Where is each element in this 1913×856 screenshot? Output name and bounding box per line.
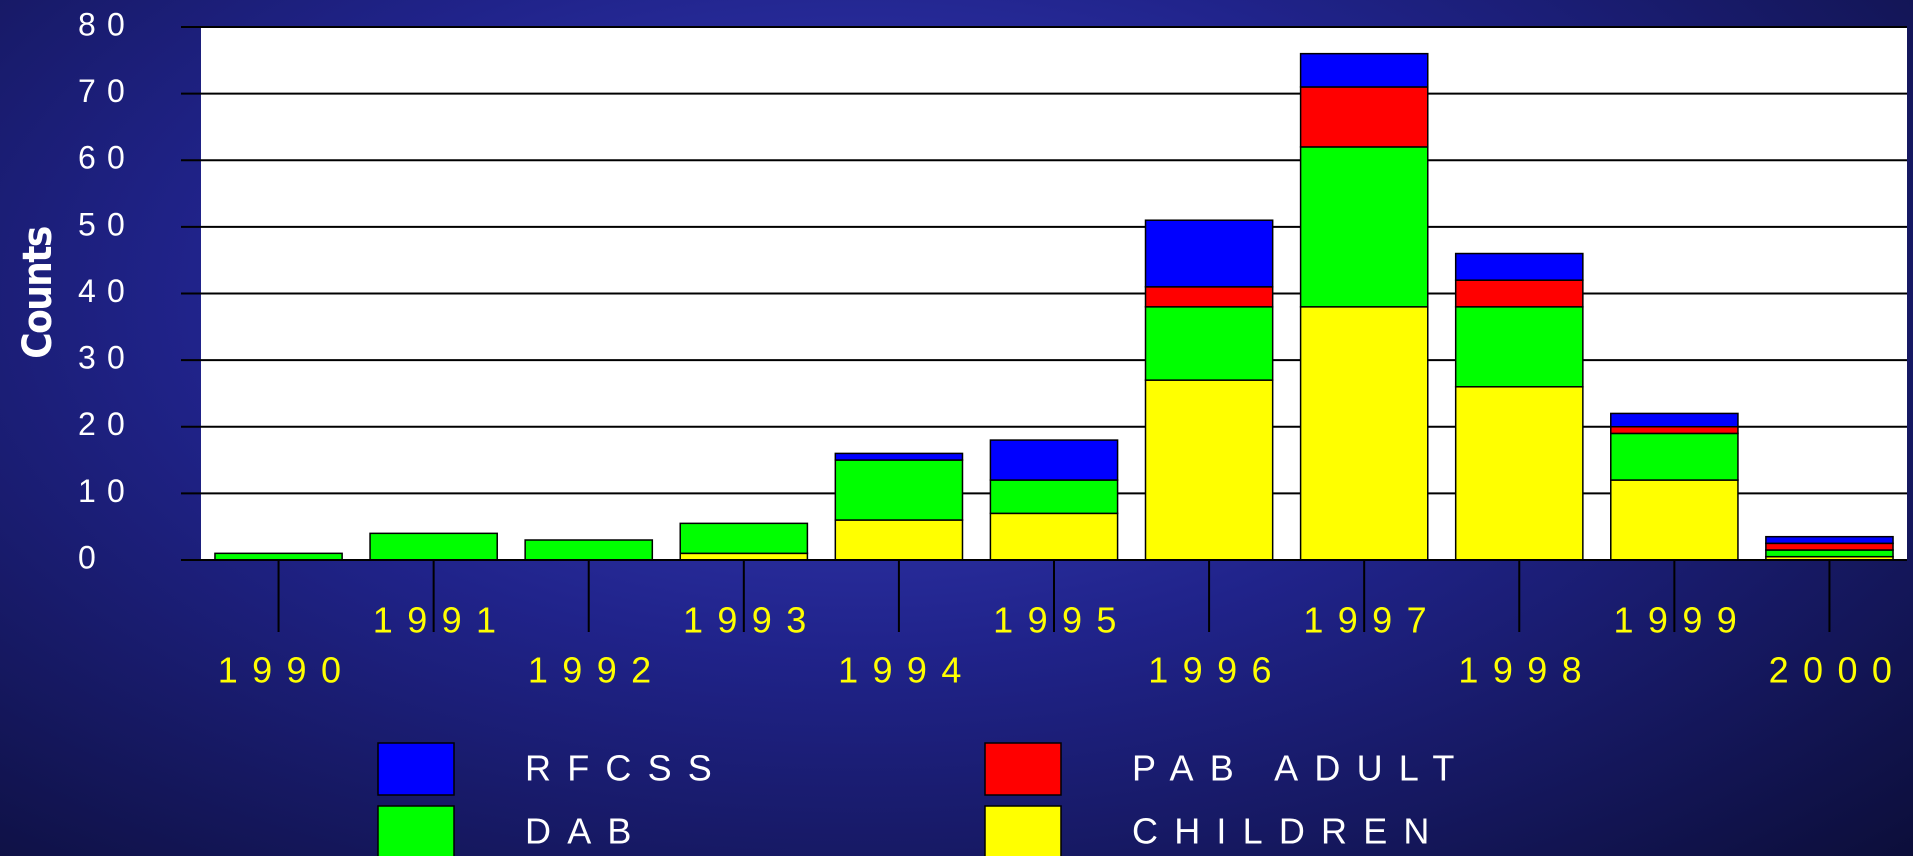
bar-segment <box>1610 432 1739 481</box>
x-tick-label: 1999 <box>1614 600 1752 641</box>
legend-label: RFCSS <box>525 748 728 789</box>
bar-segment <box>989 439 1119 481</box>
bar-segment <box>1765 542 1894 551</box>
y-tick-label: 70 <box>78 73 136 109</box>
y-tick-label: 10 <box>78 473 136 509</box>
legend-swatch <box>377 742 455 796</box>
bar-segment <box>834 519 964 561</box>
bar-segment <box>834 459 964 521</box>
legend-label: DAB <box>525 811 648 852</box>
y-tick-label: 50 <box>78 206 136 242</box>
x-tick-label: 1990 <box>218 650 356 691</box>
bar-segment <box>1299 52 1429 88</box>
x-tick-label: 1997 <box>1303 600 1441 641</box>
legend-swatch <box>984 805 1062 856</box>
y-tick-label: 80 <box>78 6 136 42</box>
x-tick-label: 1993 <box>683 600 821 641</box>
bar-segment <box>679 522 809 555</box>
bar-segment <box>1299 86 1429 148</box>
y-tick-label: 20 <box>78 406 136 442</box>
legend-label: PAB ADULT <box>1132 748 1471 789</box>
bar-segment <box>369 532 498 561</box>
bar-segment <box>1765 549 1894 558</box>
bar-segment <box>989 479 1119 515</box>
x-tick-label: 1996 <box>1148 650 1286 691</box>
bar-segment <box>1144 379 1274 561</box>
bar-segment <box>1144 306 1274 381</box>
x-tick-label: 1994 <box>838 650 976 691</box>
y-tick-label: 0 <box>78 539 107 575</box>
x-tick-label: 1991 <box>373 600 511 641</box>
x-tick-label: 1992 <box>528 650 666 691</box>
x-tick-label: 2000 <box>1769 650 1907 691</box>
bar-segment <box>1610 426 1739 435</box>
bar-segment <box>989 512 1119 561</box>
bar-segment <box>1299 306 1429 561</box>
bar-segment <box>524 539 654 561</box>
bar-segment <box>1765 535 1894 545</box>
bar-segment <box>1144 219 1274 288</box>
bar-segment <box>1454 252 1584 281</box>
legend-swatch <box>984 742 1062 796</box>
x-tick-label: 1998 <box>1458 650 1596 691</box>
legend-label: CHILDREN <box>1132 811 1446 852</box>
bar-segment <box>834 452 964 461</box>
y-axis-label: Counts <box>15 227 61 359</box>
bar-segment <box>1454 306 1584 388</box>
y-tick-label: 40 <box>78 273 136 309</box>
bar-segment <box>1454 386 1584 561</box>
bar-segment <box>1454 279 1584 308</box>
x-tick-label: 1995 <box>993 600 1131 641</box>
bar-segment <box>1144 286 1274 308</box>
y-tick-label: 60 <box>78 140 136 176</box>
bar-segment <box>1610 479 1739 561</box>
y-tick-label: 30 <box>78 340 136 376</box>
bar-segment <box>1610 412 1739 428</box>
bar-segment <box>1299 146 1429 308</box>
legend-swatch <box>377 805 455 856</box>
